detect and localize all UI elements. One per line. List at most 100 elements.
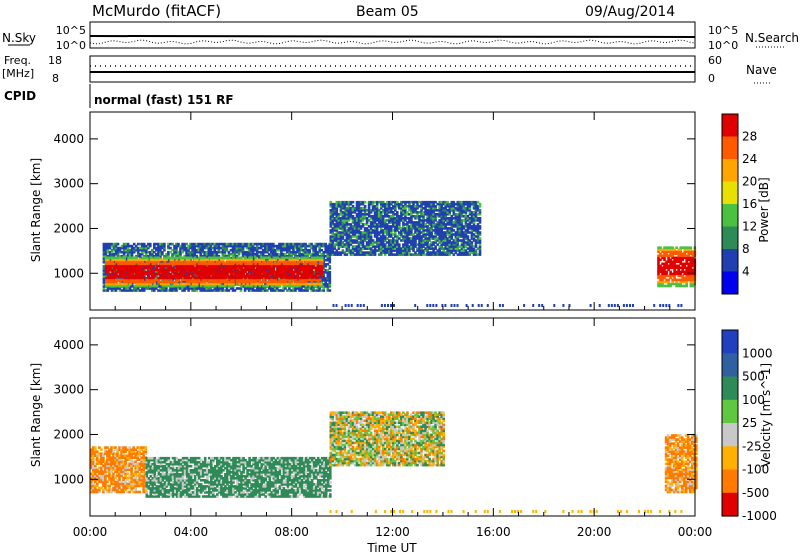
data-cell [226, 280, 229, 284]
data-cell [157, 280, 161, 284]
data-cell [390, 215, 393, 218]
data-cell [253, 242, 257, 246]
data-cell [107, 270, 110, 274]
data-cell [247, 246, 251, 250]
data-cell [268, 258, 272, 262]
data-cell [253, 252, 257, 256]
data-cell [337, 251, 341, 254]
data-cell [268, 275, 271, 278]
data-cell [256, 272, 259, 276]
data-cell [412, 209, 415, 212]
data-cell [263, 269, 267, 272]
data-cell [227, 285, 231, 288]
data-cell [189, 254, 192, 258]
data-cell [208, 260, 211, 264]
data-cell [422, 241, 425, 244]
data-cell [369, 209, 373, 212]
data-cell [410, 243, 413, 246]
data-cell [353, 231, 357, 234]
data-cell [115, 280, 118, 284]
data-cell [379, 225, 383, 228]
data-cell [414, 227, 417, 230]
data-cell [173, 262, 177, 266]
data-cell [205, 287, 209, 290]
data-cell [306, 263, 309, 266]
data-cell [234, 270, 237, 274]
data-cell [282, 256, 286, 260]
data-cell [349, 227, 353, 230]
data-cell [133, 260, 136, 264]
data-cell [373, 249, 377, 252]
data-cell [124, 254, 128, 258]
data-cell [123, 278, 126, 282]
data-cell [139, 272, 142, 276]
data-cell [193, 254, 196, 258]
data-cell [151, 274, 155, 278]
data-cell [216, 260, 219, 264]
data-cell [388, 249, 391, 252]
data-cell [300, 244, 303, 248]
data-cell [326, 246, 330, 250]
data-cell [240, 276, 243, 280]
data-cell [414, 229, 417, 232]
data-cell [179, 276, 183, 280]
data-cell [157, 246, 160, 250]
data-cell [377, 223, 381, 226]
data-cell [416, 227, 419, 230]
data-cell [237, 287, 241, 290]
data-cell [201, 282, 205, 286]
data-cell [404, 247, 407, 250]
data-cell [126, 242, 130, 246]
data-cell [114, 250, 118, 254]
data-cell [318, 275, 321, 278]
data-cell [341, 202, 345, 206]
data-cell [155, 271, 158, 274]
data-cell [316, 254, 319, 258]
data-cell [312, 278, 316, 282]
data-cell [322, 242, 325, 246]
data-cell [213, 252, 217, 256]
data-cell [355, 225, 359, 228]
data-cell [214, 280, 217, 284]
data-cell [357, 251, 361, 254]
data-cell [351, 251, 355, 254]
data-cell [123, 280, 126, 284]
data-cell [171, 268, 175, 272]
data-cell [310, 287, 313, 290]
data-cell [328, 277, 332, 280]
data-cell [115, 270, 118, 274]
data-cell [191, 284, 195, 288]
data-cell [339, 207, 343, 210]
data-cell [314, 270, 318, 274]
data-cell [420, 213, 423, 216]
data-cell [181, 264, 185, 268]
data-cell [217, 267, 221, 270]
data-cell [239, 244, 243, 248]
data-cell [240, 256, 243, 260]
data-cell [408, 233, 411, 236]
data-cell [119, 264, 122, 268]
data-cell [396, 225, 399, 228]
data-cell [236, 280, 239, 284]
data-cell [145, 250, 148, 254]
data-cell [249, 287, 253, 290]
data-cell [125, 280, 128, 284]
data-cell [383, 213, 387, 216]
data-cell [318, 264, 322, 268]
data-cell [388, 245, 391, 248]
data-cell [379, 202, 383, 206]
data-cell [335, 237, 339, 240]
data-cell [276, 266, 280, 270]
data-cell [345, 221, 349, 224]
data-cell [442, 223, 445, 226]
data-cell [282, 252, 285, 256]
data-cell [183, 274, 187, 278]
data-cell [102, 256, 106, 260]
data-cell [191, 256, 194, 260]
data-cell [155, 281, 158, 284]
data-cell [239, 246, 243, 250]
data-cell [165, 268, 169, 272]
data-cell [270, 284, 274, 288]
data-cell [240, 272, 243, 276]
data-cell [246, 272, 249, 276]
